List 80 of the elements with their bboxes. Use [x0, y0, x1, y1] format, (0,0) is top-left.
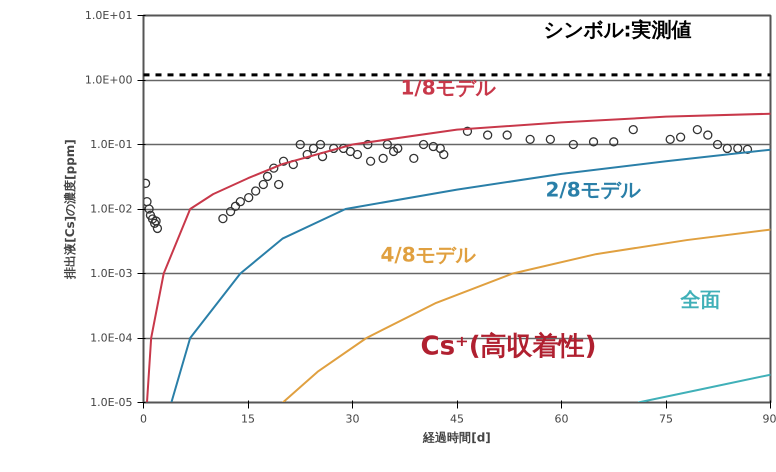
point	[722, 144, 732, 154]
point	[218, 214, 228, 224]
x-tick-label: 45	[450, 412, 464, 426]
point	[388, 146, 398, 156]
line-series	[170, 148, 770, 402]
point	[393, 144, 402, 154]
point	[236, 197, 245, 206]
y-tick-label: 1.0E+00	[84, 74, 133, 86]
point	[262, 172, 272, 182]
point	[692, 124, 702, 134]
point	[609, 137, 618, 146]
point	[150, 218, 160, 228]
point	[230, 202, 240, 211]
point	[302, 150, 312, 160]
point	[733, 144, 742, 154]
point	[526, 134, 535, 144]
point	[418, 140, 428, 150]
x-tick-label: 75	[659, 412, 673, 426]
point	[568, 140, 578, 150]
point	[703, 130, 712, 140]
series-label: 1/8モデル	[400, 76, 497, 100]
point	[588, 137, 598, 146]
point	[546, 134, 556, 144]
point	[329, 144, 338, 154]
y-axis-title: 排出液[Cs]の濃度[ppm]	[62, 139, 77, 280]
x-tick-label: 60	[554, 412, 568, 426]
line-series	[282, 228, 770, 402]
point	[712, 140, 722, 150]
point	[251, 186, 260, 196]
point	[144, 204, 154, 214]
point	[308, 144, 318, 154]
y-tick-label: 1.0E-02	[90, 202, 133, 216]
point	[151, 216, 161, 226]
point	[352, 150, 362, 160]
x-tick-label: 0	[140, 412, 147, 426]
point	[628, 124, 638, 134]
line-series	[146, 112, 770, 402]
point	[144, 197, 152, 206]
point	[146, 210, 156, 220]
y-tick-label: 1.0E-04	[90, 332, 133, 344]
point	[363, 140, 372, 150]
point	[366, 156, 376, 166]
y-tick-label: 1.0E-03	[90, 267, 133, 280]
x-tick-label: 30	[346, 412, 360, 426]
point	[258, 180, 268, 190]
annotation: Cs⁺(高収着性)	[420, 332, 597, 362]
point	[288, 160, 298, 170]
point	[502, 130, 512, 140]
point	[274, 180, 284, 190]
point	[742, 144, 752, 154]
point	[269, 164, 278, 173]
series-label: 2/8モデル	[546, 178, 642, 202]
point	[296, 140, 305, 150]
point	[462, 126, 472, 136]
x-tick-label: 90	[762, 412, 776, 426]
annotation: シンボル:実測値	[544, 18, 692, 42]
point	[439, 150, 448, 160]
point	[316, 140, 326, 150]
point	[148, 214, 158, 224]
point	[378, 154, 388, 163]
series-label: 4/8モデル	[380, 242, 477, 266]
point	[278, 156, 288, 166]
point	[346, 146, 356, 156]
point	[338, 144, 348, 154]
point	[483, 130, 492, 140]
point	[409, 154, 418, 163]
x-tick-label: 15	[241, 412, 255, 426]
point	[676, 132, 686, 142]
point	[152, 224, 162, 234]
point	[226, 207, 236, 216]
y-tick-label: 1.0E+01	[84, 9, 133, 22]
point	[666, 134, 675, 144]
text: 全面	[680, 288, 720, 312]
y-tick-label: 1.0E-05	[90, 396, 133, 409]
point	[428, 142, 438, 152]
point	[436, 144, 445, 154]
y-tick-label: 1.0E-01	[90, 138, 133, 151]
point	[244, 193, 254, 202]
point	[382, 140, 392, 150]
x-axis-title: 経過時間[d]	[422, 430, 491, 444]
